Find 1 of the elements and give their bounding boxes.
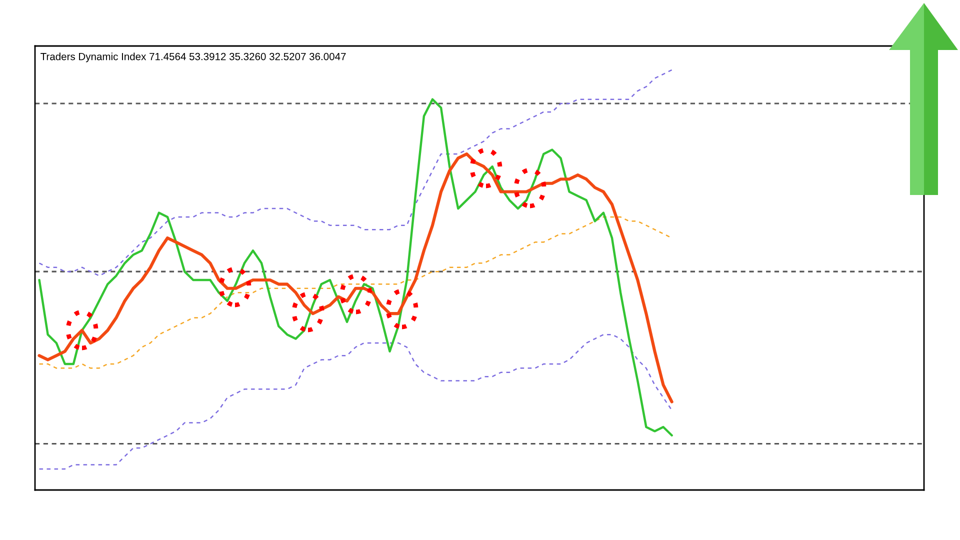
chart-title: Traders Dynamic Index 71.4564 53.3912 35.3260 32.5207 36.0047 xyxy=(40,52,346,62)
